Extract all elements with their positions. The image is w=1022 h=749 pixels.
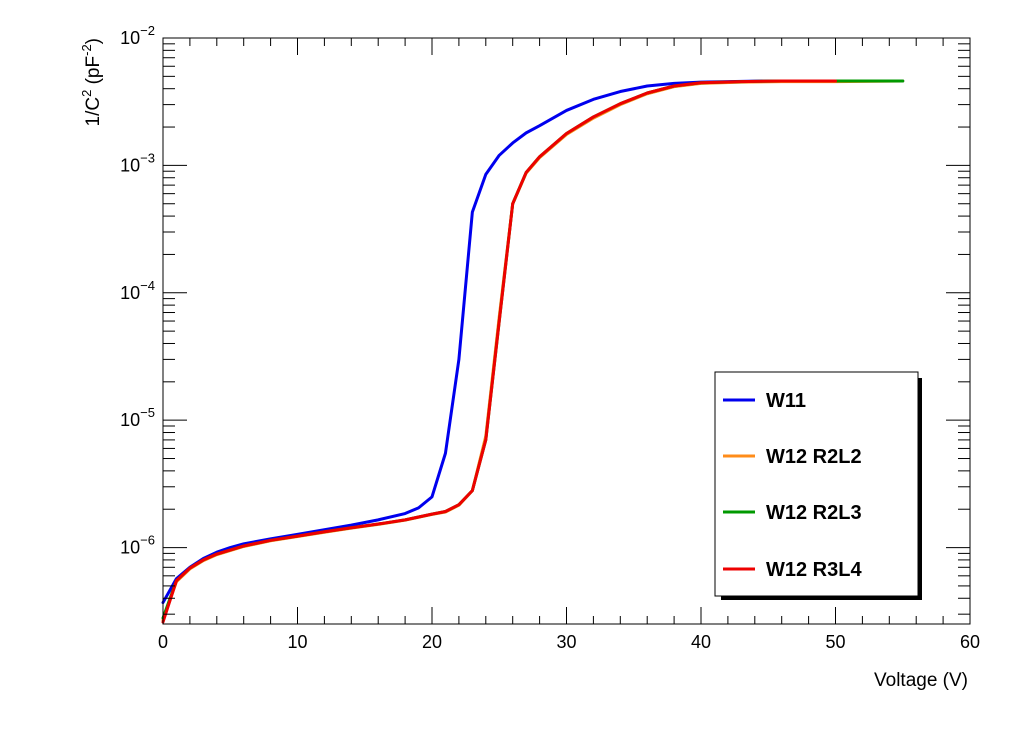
y-tick-label: 10−2 <box>120 23 155 48</box>
x-tick-label: 20 <box>422 632 442 652</box>
y-tick-label-exponent: −4 <box>140 278 155 293</box>
series-layer <box>161 79 905 624</box>
legend-label-0: W11 <box>766 390 806 412</box>
y-tick-label-base: 10 <box>120 538 140 558</box>
y-tick-label-base: 10 <box>120 28 140 48</box>
y-tick-label-exponent: −2 <box>140 23 155 38</box>
y-tick-label: 10−4 <box>120 278 155 303</box>
y-tick-label-base: 10 <box>120 155 140 175</box>
legend: W11 W12 R2L2 W12 R2L3 W12 R3L4 <box>714 371 922 600</box>
y-axis-title: 1/C2 (pF-2) <box>79 38 104 126</box>
y-tick-label: 10−5 <box>120 405 155 430</box>
series-line-0 <box>161 79 905 605</box>
y-tick-label-base: 10 <box>120 410 140 430</box>
x-tick-label: 50 <box>825 632 845 652</box>
x-tick-label: 10 <box>287 632 307 652</box>
y-axis-title-base: 1/C <box>83 97 104 127</box>
y-tick-label: 10−6 <box>120 533 155 558</box>
series-line-3 <box>161 79 837 624</box>
y-axis-title-sup1: 2 <box>79 90 94 97</box>
x-tick-label: 40 <box>691 632 711 652</box>
legend-label-3: W12 R3L4 <box>766 559 862 581</box>
y-tick-label-exponent: −6 <box>140 533 155 548</box>
legend-box <box>714 371 919 597</box>
x-tick-label: 0 <box>158 632 168 652</box>
y-tick-label-exponent: −5 <box>140 405 155 420</box>
y-tick-label-base: 10 <box>120 283 140 303</box>
ticks-layer <box>162 37 971 624</box>
legend-entries: W11 W12 R2L2 W12 R2L3 W12 R3L4 <box>723 390 862 581</box>
y-axis-title-end: ) <box>83 38 104 44</box>
y-tick-label: 10−3 <box>120 150 155 175</box>
y-axis-title-sup2: -2 <box>79 44 94 56</box>
x-tick-label: 30 <box>556 632 576 652</box>
y-tick-label-exponent: −3 <box>140 150 155 165</box>
x-tick-label: 60 <box>960 632 980 652</box>
x-axis-title: Voltage (V) <box>874 670 968 691</box>
y-axis-title-mid: (pF <box>83 56 104 90</box>
legend-label-2: W12 R2L3 <box>766 502 862 524</box>
legend-label-1: W12 R2L2 <box>766 446 862 468</box>
